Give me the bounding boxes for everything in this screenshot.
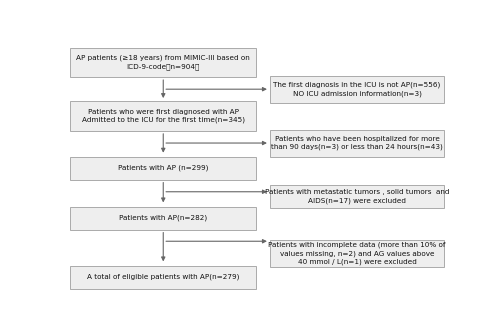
FancyBboxPatch shape	[270, 240, 444, 267]
FancyBboxPatch shape	[70, 157, 256, 180]
FancyBboxPatch shape	[70, 266, 256, 289]
Text: Patients who were first diagnosed with AP
Admitted to the ICU for the first time: Patients who were first diagnosed with A…	[82, 109, 245, 124]
Text: Patients who have been hospitalized for more
than 90 days(n=3) or less than 24 h: Patients who have been hospitalized for …	[271, 136, 443, 151]
FancyBboxPatch shape	[270, 185, 444, 208]
Text: Patients with incomplete data (more than 10% of
values missing, n=2) and AG valu: Patients with incomplete data (more than…	[268, 242, 446, 265]
FancyBboxPatch shape	[70, 206, 256, 230]
Text: Patients with AP (n=299): Patients with AP (n=299)	[118, 165, 208, 171]
Text: The first diagnosis in the ICU is not AP(n=556)
NO ICU admission information(n=3: The first diagnosis in the ICU is not AP…	[274, 82, 440, 97]
Text: AP patients (≥18 years) from MIMIC-III based on
ICD-9-code（n=904）: AP patients (≥18 years) from MIMIC-III b…	[76, 55, 250, 70]
FancyBboxPatch shape	[70, 102, 256, 131]
FancyBboxPatch shape	[270, 130, 444, 157]
Text: A total of eligible patients with AP(n=279): A total of eligible patients with AP(n=2…	[87, 274, 240, 280]
FancyBboxPatch shape	[70, 48, 256, 77]
FancyBboxPatch shape	[270, 76, 444, 103]
Text: Patients with metastatic tumors , solid tumors  and
AIDS(n=17) were excluded: Patients with metastatic tumors , solid …	[265, 189, 449, 203]
Text: Patients with AP(n=282): Patients with AP(n=282)	[119, 215, 208, 221]
